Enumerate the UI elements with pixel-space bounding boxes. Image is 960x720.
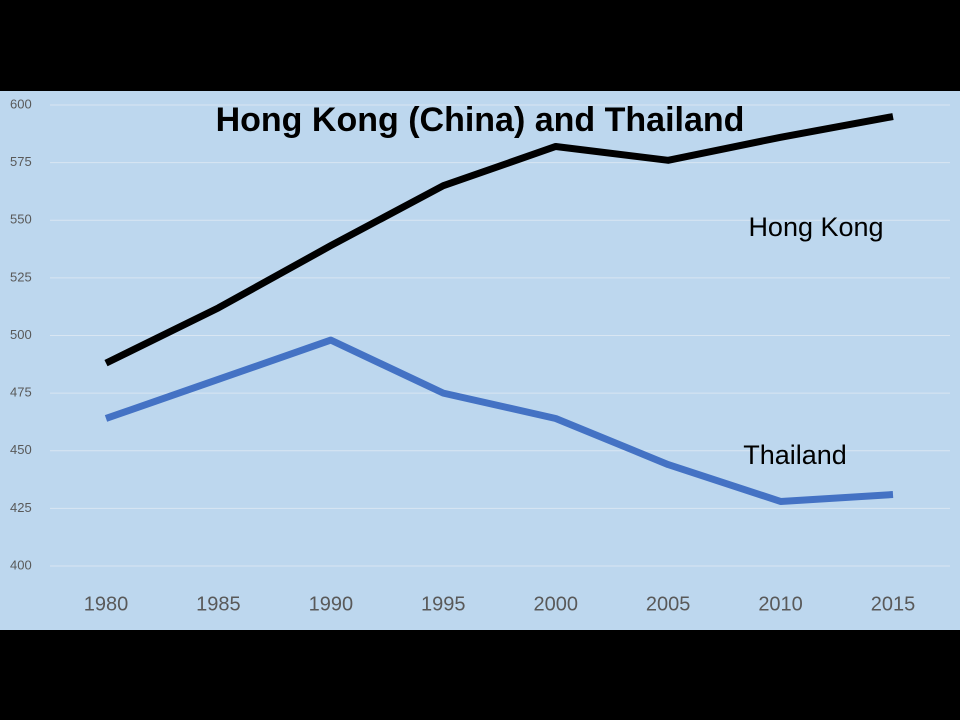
series-label: Hong Kong [748,212,883,242]
plot-panel [0,91,960,630]
y-tick-label: 500 [10,327,32,342]
chart-title: Hong Kong (China) and Thailand [216,101,745,139]
y-tick-label: 400 [10,557,32,572]
y-tick-label: 575 [10,154,32,169]
x-tick-label: 2010 [758,593,803,615]
y-tick-label: 450 [10,442,32,457]
x-tick-label: 1995 [421,593,466,615]
x-tick-label: 1990 [309,593,354,615]
y-tick-label: 550 [10,212,32,227]
x-tick-label: 2005 [646,593,691,615]
x-tick-label: 2000 [533,593,578,615]
y-tick-label: 475 [10,385,32,400]
y-tick-label: 600 [10,96,32,111]
x-tick-label: 1980 [84,593,129,615]
x-tick-label: 1985 [196,593,241,615]
series-line [104,336,894,505]
series-line [104,113,894,367]
y-tick-label: 425 [10,500,32,515]
x-tick-label: 2015 [871,593,916,615]
series-label: Thailand [743,440,847,470]
y-tick-label: 525 [10,269,32,284]
